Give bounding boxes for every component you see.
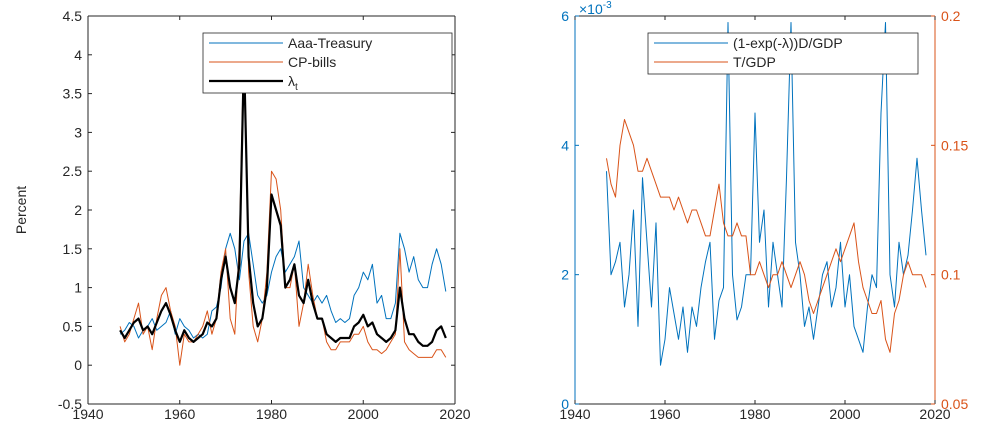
legend-subscript: t (295, 82, 298, 93)
y-axis-label: Percent (13, 186, 29, 234)
x-tick-label: 1980 (739, 406, 770, 422)
legend-name: Aaa-Treasury (288, 35, 372, 51)
y-tick-label: 4 (561, 137, 569, 153)
x-tick-label: 1960 (164, 406, 195, 422)
y2-tick-label: 0.2 (941, 8, 961, 24)
y-tick-label: 1 (74, 280, 82, 296)
legend-label: (1-exp(-λ))D/GDP (733, 35, 843, 51)
y-tick-label: 0 (561, 396, 569, 412)
y-tick-label: 2.5 (63, 163, 83, 179)
legend-label: λt (288, 73, 298, 93)
y2-tick-label: 0.15 (941, 137, 968, 153)
series-line (119, 53, 447, 347)
y-tick-label: 3.5 (63, 86, 83, 102)
y-tick-label: 6 (561, 8, 569, 24)
y-tick-label: 0.5 (63, 318, 83, 334)
y-tick-label: -0.5 (58, 396, 82, 412)
legend-name: λ (288, 73, 295, 89)
legend-label: T/GDP (733, 54, 776, 70)
y2-tick-label: 0.05 (941, 396, 968, 412)
x-tick-label: 2020 (919, 406, 950, 422)
legend-name: (1-exp(-λ))D/GDP (733, 35, 843, 51)
x-tick-label: 2020 (439, 406, 470, 422)
x-tick-label: 1960 (649, 406, 680, 422)
legend-label: CP-bills (288, 54, 336, 70)
x-tick-label: 2000 (348, 406, 379, 422)
series-line (606, 119, 927, 353)
y-tick-label: 0 (74, 357, 82, 373)
y-tick-label: 2 (74, 202, 82, 218)
y-tick-label: 1.5 (63, 241, 83, 257)
legend-label: Aaa-Treasury (288, 35, 372, 51)
x-tick-label: 1980 (256, 406, 287, 422)
legend-box (647, 32, 919, 75)
y-tick-label: 4.5 (63, 8, 83, 24)
y-tick-label: 4 (74, 47, 82, 63)
y-tick-label: 2 (561, 267, 569, 283)
y-multiplier: ×10-3 (579, 0, 612, 17)
x-tick-label: 2000 (829, 406, 860, 422)
x-tick-label: 1940 (559, 406, 590, 422)
series-line (606, 22, 927, 366)
legend-name: CP-bills (288, 54, 336, 70)
legend-name: T/GDP (733, 54, 776, 70)
y-multiplier-base: ×10 (579, 1, 603, 17)
y-tick-label: 3 (74, 124, 82, 140)
y-multiplier-exponent: -3 (603, 0, 612, 11)
y2-tick-label: 0.1 (941, 267, 961, 283)
x-tick-label: 1940 (72, 406, 103, 422)
